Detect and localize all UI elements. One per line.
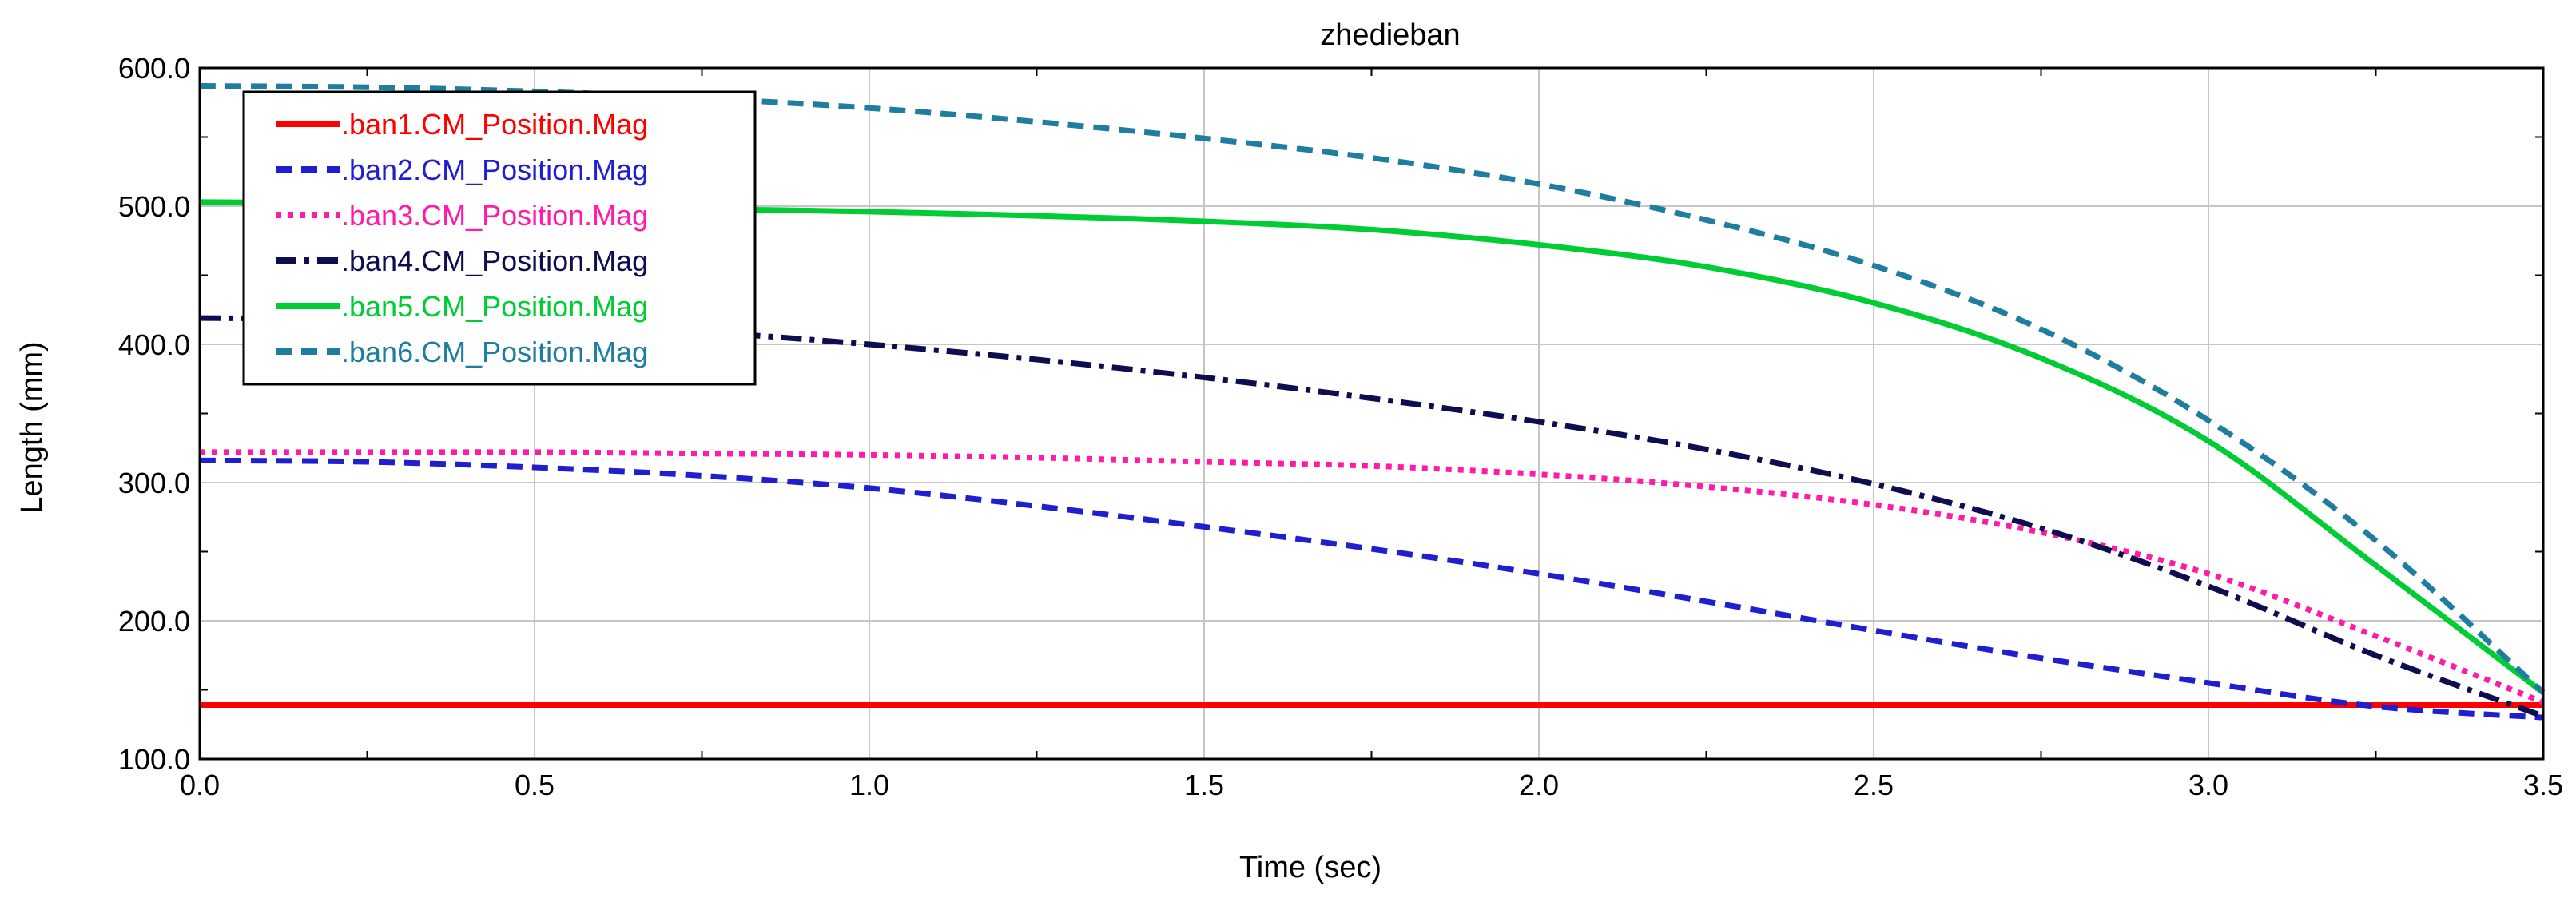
y-tick-labels: 100.0 200.0 300.0 400.0 500.0 600.0 xyxy=(118,52,190,776)
x-tick-labels: 0.0 0.5 1.0 1.5 2.0 2.5 3.0 3.5 xyxy=(180,769,2563,801)
x-tick-label: 3.5 xyxy=(2523,769,2563,801)
legend-label-2: .ban2.CM_Position.Mag xyxy=(341,153,648,186)
y-tick-label: 600.0 xyxy=(118,52,190,85)
x-tick-label: 2.5 xyxy=(1854,769,1894,801)
x-tick-label: 1.5 xyxy=(1184,769,1224,801)
series-line-2 xyxy=(199,457,2544,721)
x-tick-label: 2.0 xyxy=(1519,769,1559,801)
series-line-3 xyxy=(200,449,2545,705)
x-tick-label: 0.5 xyxy=(515,769,555,801)
y-tick-label: 200.0 xyxy=(118,605,190,638)
plot-frame xyxy=(198,66,2545,761)
y-tick-label: 300.0 xyxy=(118,467,190,499)
legend-label-6: .ban6.CM_Position.Mag xyxy=(341,336,648,368)
legend: .ban1.CM_Position.Mag .ban2.CM_Position.M… xyxy=(242,90,757,386)
y-tick-label: 100.0 xyxy=(118,743,190,776)
x-axis-label: Time (sec) xyxy=(1239,851,1381,884)
legend-label-3: .ban3.CM_Position.Mag xyxy=(341,199,648,232)
y-axis-label: Length (mm) xyxy=(15,341,49,513)
x-tick-label: 0.0 xyxy=(180,769,220,801)
legend-label-4: .ban4.CM_Position.Mag xyxy=(341,244,648,277)
legend-label-1: .ban1.CM_Position.Mag xyxy=(341,108,648,141)
legend-label-5: .ban5.CM_Position.Mag xyxy=(341,290,648,323)
chart-title: zhedieban xyxy=(1320,18,1460,52)
x-tick-label: 3.0 xyxy=(2188,769,2228,801)
y-tick-label: 500.0 xyxy=(118,190,190,223)
y-tick-label: 400.0 xyxy=(118,328,190,361)
legend-box xyxy=(242,90,757,386)
x-tick-label: 1.0 xyxy=(849,769,889,801)
